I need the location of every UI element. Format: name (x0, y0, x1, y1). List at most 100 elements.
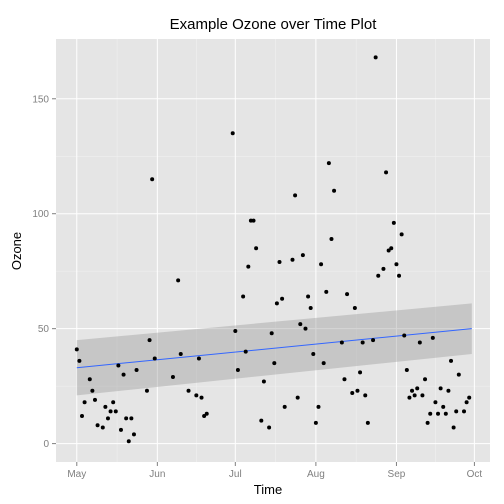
data-point (259, 418, 264, 423)
data-point (350, 391, 355, 396)
data-point (316, 404, 321, 409)
x-axis-ticks: May Jun Jul Aug Sep Oct (67, 462, 482, 480)
data-point (124, 416, 129, 421)
data-point (235, 368, 240, 373)
data-point (391, 220, 396, 225)
minor-gridlines (56, 39, 490, 462)
data-point (116, 363, 121, 368)
data-point (134, 368, 139, 373)
data-point (430, 335, 435, 340)
data-point (433, 400, 438, 405)
data-point (384, 170, 389, 175)
data-point (339, 340, 344, 345)
data-point (233, 328, 238, 333)
data-point (352, 305, 357, 310)
data-point (313, 420, 318, 425)
data-point (82, 400, 87, 405)
x-tick-label: May (67, 469, 86, 480)
data-point (274, 301, 279, 306)
data-point (170, 374, 175, 379)
data-point (358, 370, 363, 375)
data-point (199, 395, 204, 400)
y-axis-title: Ozone (9, 232, 24, 270)
data-point (87, 377, 92, 382)
data-point (306, 294, 311, 299)
data-point (394, 262, 399, 267)
data-point (417, 340, 422, 345)
data-point (410, 388, 415, 393)
data-point (293, 193, 298, 198)
data-point (342, 377, 347, 382)
data-point (425, 420, 430, 425)
data-point (355, 388, 360, 393)
data-point (241, 294, 246, 299)
data-point (261, 379, 266, 384)
data-point (389, 246, 394, 251)
confidence-band (76, 303, 472, 396)
x-axis-title: Time (254, 482, 282, 497)
data-point (441, 404, 446, 409)
data-point (329, 237, 334, 242)
data-point (100, 425, 105, 430)
data-point (194, 393, 199, 398)
y-tick-label: 0 (43, 439, 49, 450)
data-point (79, 414, 84, 419)
data-point (345, 292, 350, 297)
data-point (298, 322, 303, 327)
data-point (365, 420, 370, 425)
data-point (121, 372, 126, 377)
data-point (113, 409, 118, 414)
data-point (103, 404, 108, 409)
data-point (254, 246, 259, 251)
x-tick-label: Sep (388, 469, 406, 480)
data-point (92, 397, 97, 402)
data-point (373, 55, 378, 60)
data-point (404, 368, 409, 373)
data-point (272, 361, 277, 366)
data-point (303, 326, 308, 331)
data-point (178, 351, 183, 356)
data-point (324, 289, 329, 294)
plot-panel (56, 39, 490, 462)
y-tick-label: 100 (32, 209, 49, 220)
data-point (423, 377, 428, 382)
data-point (243, 349, 248, 354)
data-point (196, 356, 201, 361)
data-point (321, 361, 326, 366)
data-points (74, 55, 472, 444)
data-point (399, 232, 404, 237)
data-point (95, 423, 100, 428)
data-point (464, 400, 469, 405)
data-point (454, 409, 459, 414)
data-point (386, 248, 391, 253)
data-point (129, 416, 134, 421)
data-point (407, 395, 412, 400)
data-point (360, 340, 365, 345)
data-point (105, 416, 110, 421)
data-point (230, 131, 235, 136)
data-point (415, 386, 420, 391)
x-tick-label: Jul (229, 469, 242, 480)
data-point (467, 395, 472, 400)
y-tick-label: 150 (32, 94, 49, 105)
data-point (462, 409, 467, 414)
data-point (332, 188, 337, 193)
data-point (363, 393, 368, 398)
data-point (295, 395, 300, 400)
data-point (77, 358, 82, 363)
x-tick-label: Oct (467, 469, 483, 480)
data-point (269, 331, 274, 336)
data-point (290, 257, 295, 262)
data-point (381, 266, 386, 271)
x-tick-label: Aug (307, 469, 325, 480)
data-point (152, 356, 157, 361)
data-point (428, 411, 433, 416)
major-gridlines (56, 39, 490, 462)
data-point (319, 262, 324, 267)
data-point (126, 439, 131, 444)
data-point (443, 411, 448, 416)
chart-title: Example Ozone over Time Plot (170, 16, 378, 33)
data-point (74, 347, 79, 352)
data-point (277, 259, 282, 264)
